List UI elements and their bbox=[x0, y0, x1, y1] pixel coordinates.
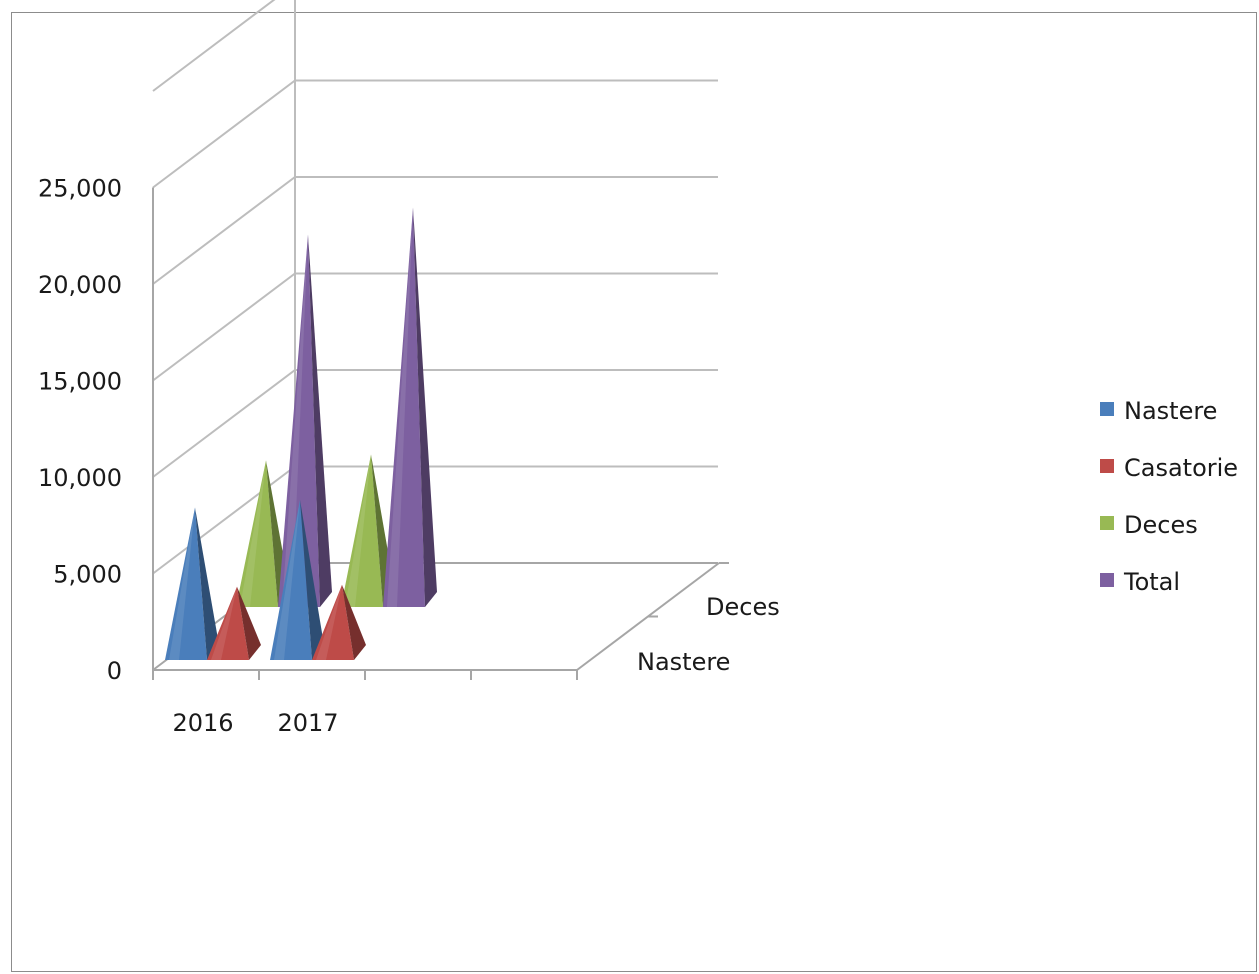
legend-swatch-casatorie bbox=[1100, 459, 1114, 473]
pyramid-highlight bbox=[316, 584, 342, 660]
chart-area bbox=[11, 12, 1257, 972]
pyramid-side-face bbox=[195, 507, 219, 660]
pyramid-side-face bbox=[237, 586, 261, 660]
legend-label-nastere: Nastere bbox=[1124, 397, 1217, 425]
depth-label: Deces bbox=[706, 593, 780, 621]
pyramid-casatorie-2016 bbox=[207, 586, 261, 660]
pyramid-total-2016 bbox=[278, 234, 332, 607]
pyramid-nastere-2016 bbox=[165, 507, 219, 660]
pyramid-highlight bbox=[282, 234, 308, 607]
x-tick-label: 2017 bbox=[277, 709, 338, 737]
pyramid-total-2017 bbox=[383, 207, 437, 608]
gridline bbox=[152, 0, 276, 92]
y-tick-label: 15,000 bbox=[38, 368, 122, 396]
legend-swatch-deces bbox=[1100, 516, 1114, 530]
pyramid-highlight bbox=[211, 586, 237, 660]
legend-swatch-nastere bbox=[1100, 402, 1114, 416]
y-tick-label: 20,000 bbox=[38, 271, 122, 299]
pyramid-highlight bbox=[169, 507, 195, 660]
pyramid-highlight bbox=[387, 207, 413, 608]
x-tick-label: 2016 bbox=[172, 709, 233, 737]
pyramid-side-face bbox=[300, 499, 324, 660]
y-tick-label: 25,000 bbox=[38, 175, 122, 203]
pyramid-side-face bbox=[413, 207, 437, 608]
gridline bbox=[152, 465, 718, 575]
pyramid-highlight bbox=[240, 460, 266, 607]
pyramid-highlight bbox=[274, 499, 300, 660]
gridline bbox=[152, 369, 718, 478]
depth-label: Nastere bbox=[637, 648, 730, 676]
pyramid-side-face bbox=[308, 234, 332, 607]
y-tick-label: 10,000 bbox=[38, 464, 122, 492]
gridline bbox=[152, 272, 718, 382]
y-tick-label: 5,000 bbox=[53, 561, 122, 589]
pyramid-nastere-2017 bbox=[270, 499, 324, 660]
legend-swatch-total bbox=[1100, 573, 1114, 587]
y-tick-label: 0 bbox=[107, 657, 122, 685]
gridline bbox=[152, 176, 718, 285]
legend-label-total: Total bbox=[1123, 568, 1180, 596]
gridline bbox=[152, 79, 718, 189]
legend-label-casatorie: Casatorie bbox=[1124, 454, 1238, 482]
pyramid-casatorie-2017 bbox=[312, 584, 366, 660]
pyramid-side-face bbox=[342, 584, 366, 660]
pyramid-highlight bbox=[345, 454, 371, 607]
legend-label-deces: Deces bbox=[1124, 511, 1198, 539]
